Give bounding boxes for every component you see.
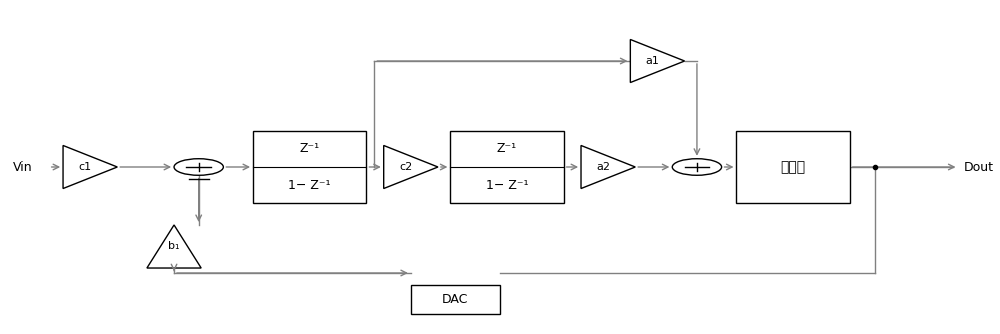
Bar bbox=[253, 131, 366, 203]
Text: Vin: Vin bbox=[13, 161, 33, 173]
Text: a1: a1 bbox=[646, 56, 659, 66]
Text: 量化器: 量化器 bbox=[781, 160, 806, 174]
Bar bbox=[450, 131, 564, 203]
Text: 1− Z⁻¹: 1− Z⁻¹ bbox=[486, 179, 528, 192]
Polygon shape bbox=[630, 39, 685, 82]
Text: Z⁻¹: Z⁻¹ bbox=[300, 142, 320, 155]
Polygon shape bbox=[384, 146, 438, 188]
Bar bbox=[411, 285, 500, 314]
Text: c1: c1 bbox=[79, 162, 92, 172]
Text: DAC: DAC bbox=[442, 293, 468, 306]
Text: a2: a2 bbox=[596, 162, 610, 172]
Text: c2: c2 bbox=[399, 162, 413, 172]
Polygon shape bbox=[581, 146, 635, 188]
Text: b₁: b₁ bbox=[168, 241, 180, 252]
Circle shape bbox=[672, 159, 722, 175]
Bar bbox=[736, 131, 850, 203]
Circle shape bbox=[174, 159, 223, 175]
Text: Dout: Dout bbox=[963, 161, 993, 173]
Text: Z⁻¹: Z⁻¹ bbox=[497, 142, 517, 155]
Polygon shape bbox=[63, 146, 117, 188]
Text: 1− Z⁻¹: 1− Z⁻¹ bbox=[288, 179, 331, 192]
Polygon shape bbox=[147, 225, 201, 268]
